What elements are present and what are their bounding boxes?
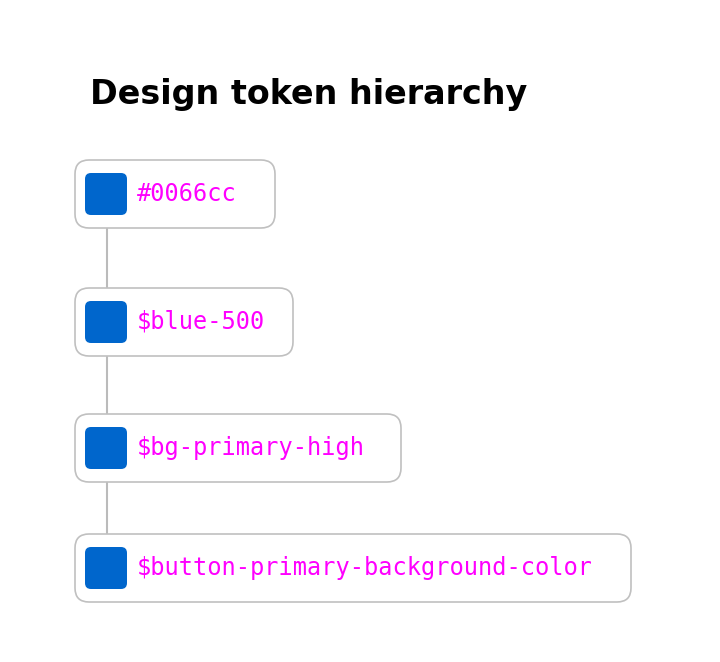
FancyBboxPatch shape: [85, 427, 127, 469]
Text: #0066cc: #0066cc: [137, 182, 237, 206]
Text: $blue-500: $blue-500: [137, 310, 265, 334]
FancyBboxPatch shape: [75, 534, 631, 602]
FancyBboxPatch shape: [85, 301, 127, 343]
FancyBboxPatch shape: [75, 288, 293, 356]
FancyBboxPatch shape: [75, 160, 275, 228]
FancyBboxPatch shape: [75, 414, 401, 482]
Text: Design token hierarchy: Design token hierarchy: [90, 78, 527, 111]
Text: $button-primary-background-color: $button-primary-background-color: [137, 556, 593, 580]
FancyBboxPatch shape: [85, 173, 127, 215]
Text: $bg-primary-high: $bg-primary-high: [137, 436, 365, 460]
FancyBboxPatch shape: [85, 547, 127, 589]
